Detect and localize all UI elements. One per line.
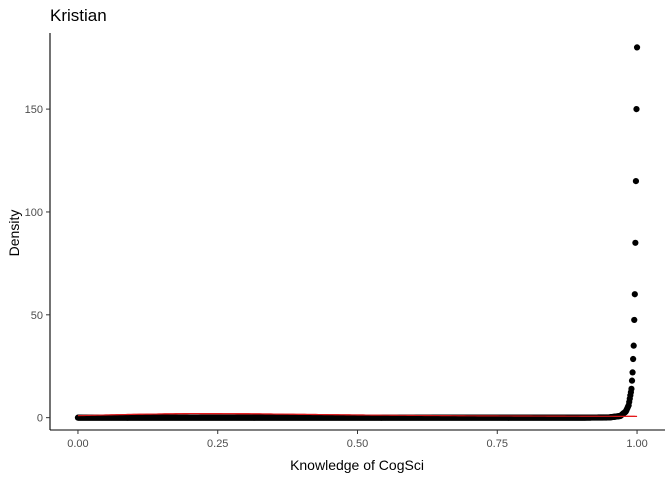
density-point: [630, 355, 637, 363]
density-point: [629, 369, 636, 376]
x-tick-label: 0.50: [347, 438, 368, 450]
x-axis-title: Knowledge of CogSci: [290, 457, 424, 473]
x-tick-label: 1.00: [626, 438, 647, 450]
y-tick-label: 150: [25, 104, 43, 116]
density-points-layer: [74, 44, 641, 421]
density-point: [632, 178, 640, 185]
density-point: [633, 44, 641, 51]
plot-area: [74, 44, 641, 421]
y-axis-ticks: 0 50 100 150: [25, 104, 50, 425]
density-point: [631, 291, 638, 298]
density-point: [628, 385, 635, 392]
density-point: [632, 239, 639, 246]
y-tick-label: 0: [37, 413, 43, 425]
density-point: [630, 342, 637, 349]
y-tick-label: 100: [25, 207, 43, 219]
y-axis-title: Density: [6, 210, 22, 257]
chart-title: Kristian: [50, 6, 107, 25]
x-tick-label: 0.25: [207, 438, 228, 450]
density-point: [628, 377, 636, 384]
density-point: [631, 316, 638, 324]
x-tick-label: 0.00: [67, 438, 88, 450]
x-axis-ticks: 0.00 0.25 0.50 0.75 1.00: [67, 430, 648, 450]
y-tick-label: 50: [31, 310, 43, 322]
x-tick-label: 0.75: [487, 438, 508, 450]
density-point: [633, 106, 640, 113]
prior-density-line-overlay: [77, 412, 638, 418]
